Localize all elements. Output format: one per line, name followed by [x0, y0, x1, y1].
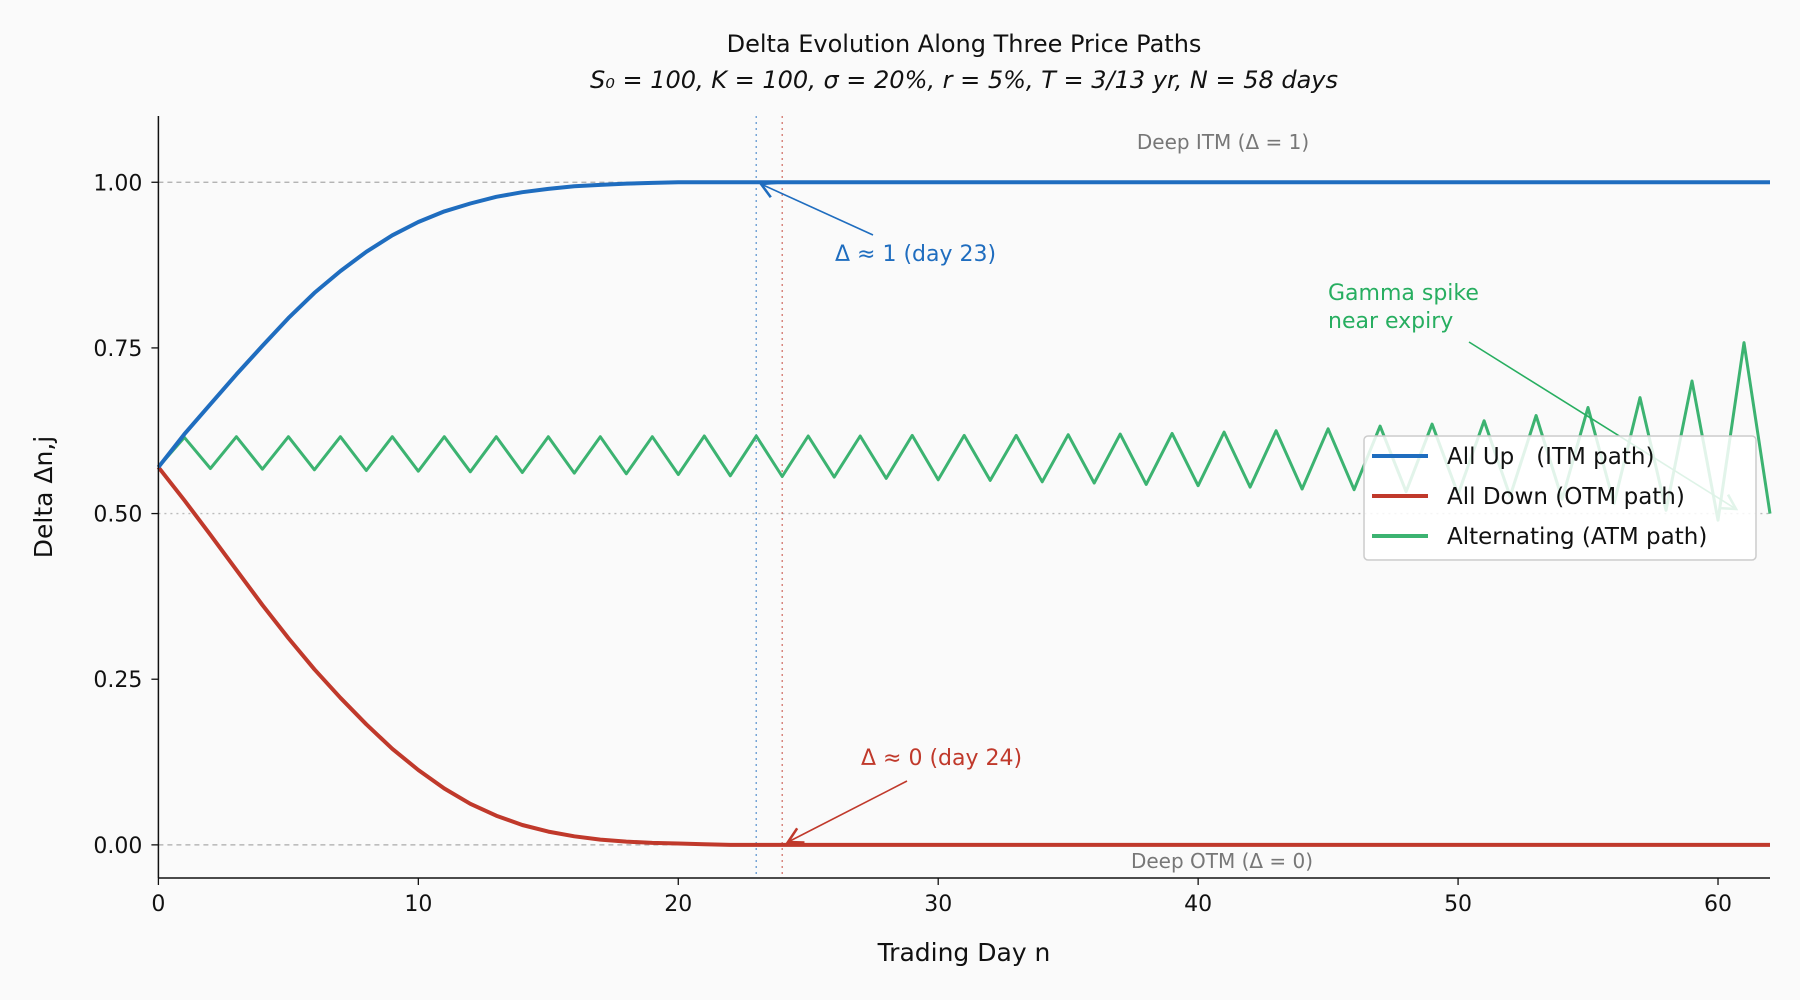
x-tick-label: 0	[151, 892, 165, 917]
y-axis-label: Delta Δn,j	[29, 436, 58, 559]
x-tick-label: 50	[1444, 892, 1472, 917]
legend-label: All Down (OTM path)	[1447, 484, 1685, 510]
y-tick-label: 0.50	[93, 503, 142, 528]
ticks-group: 0 10 20 30 40 50 60 0.00 0.25 0.50 0.75 1.00	[93, 171, 1732, 917]
y-tick-label: 0.25	[93, 668, 142, 693]
x-tick-label: 10	[404, 892, 432, 917]
itm-annotation: Δ ≈ 1 (day 23)	[835, 242, 996, 267]
otm-annotation: Δ ≈ 0 (day 24)	[861, 746, 1022, 771]
deep-itm-label: Deep ITM (Δ = 1)	[1137, 130, 1309, 154]
x-tick-label: 20	[664, 892, 692, 917]
x-axis-label: Trading Day n	[877, 938, 1051, 967]
y-tick-label: 0.00	[93, 834, 142, 859]
legend-label: Alternating (ATM path)	[1447, 524, 1707, 550]
legend-box	[1363, 435, 1757, 561]
deep-otm-label: Deep OTM (Δ = 0)	[1131, 849, 1313, 873]
legend-label: All Up (ITM path)	[1447, 444, 1654, 470]
y-tick-label: 1.00	[93, 171, 142, 196]
gamma-annotation-line1: Gamma spike	[1328, 281, 1479, 306]
x-tick-label: 40	[1184, 892, 1212, 917]
x-tick-label: 60	[1704, 892, 1732, 917]
x-tick-label: 30	[924, 892, 952, 917]
gamma-annotation-line2: near expiry	[1328, 309, 1453, 334]
legend: All Up (ITM path) All Down (OTM path) Alte…	[1363, 435, 1757, 561]
otm-arrow	[785, 780, 908, 844]
all-up-line	[156, 180, 1770, 469]
chart-subtitle: S₀ = 100, K = 100, σ = 20%, r = 5%, T = …	[590, 66, 1338, 94]
chart-title: Delta Evolution Along Three Price Paths	[727, 30, 1202, 58]
all-down-line	[156, 465, 1770, 847]
y-tick-label: 0.75	[93, 337, 142, 362]
itm-arrow	[758, 181, 874, 236]
